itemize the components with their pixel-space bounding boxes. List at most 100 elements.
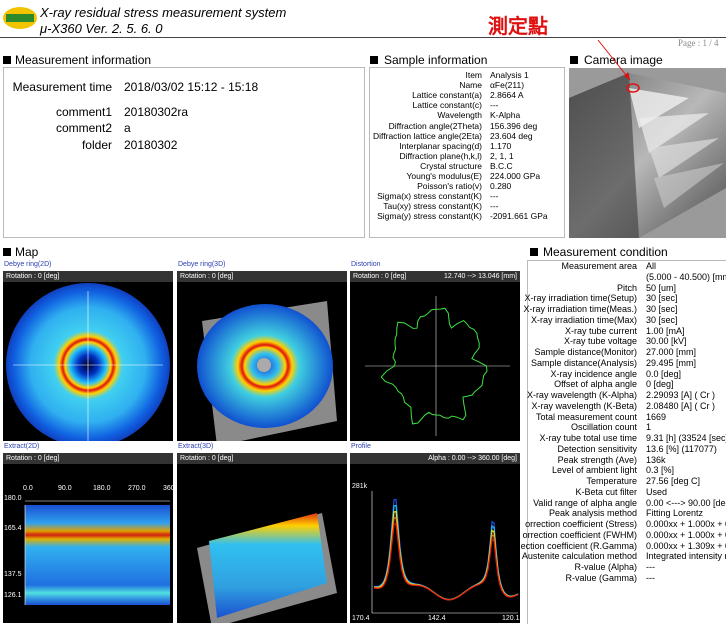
sample-value: 156.396 deg	[490, 120, 538, 131]
info-value: 2018/03/02 15:12 - 15:18	[124, 80, 259, 94]
sample-label: Diffraction plane(h,k,l)	[399, 150, 482, 161]
logo-band	[6, 14, 34, 22]
sample-label: Wavelength	[437, 110, 482, 121]
section-bullet	[3, 56, 11, 64]
sample-info-box	[369, 67, 565, 238]
axis-label: 170.4	[352, 615, 370, 622]
condition-label: X-ray tube voltage	[563, 336, 637, 347]
section-title: Map	[15, 245, 39, 259]
section-bullet	[3, 248, 11, 256]
condition-value: 27.56 [deg C]	[646, 476, 701, 486]
section-bullet	[370, 56, 378, 64]
sample-value: 2, 1, 1	[490, 150, 514, 161]
sample-label: Tau(xy) stress constant(K)	[383, 201, 482, 212]
panel-range: Alpha : 0.00 --> 360.00 [deg]	[428, 455, 517, 462]
panel-art	[373, 522, 519, 601]
condition-value: 30 [sec]	[646, 293, 678, 304]
condition-value: 1	[646, 422, 652, 433]
condition-value: 1669	[646, 411, 667, 422]
condition-value: ---	[646, 562, 655, 572]
condition-label: K-Beta cut filter	[575, 486, 637, 497]
section-title: Camera image	[584, 53, 663, 67]
section-bullet	[530, 248, 538, 256]
condition-value: Used	[646, 486, 668, 497]
section-title: Sample information	[384, 53, 488, 67]
panel-art	[350, 271, 520, 282]
info-label: comment2	[55, 121, 112, 135]
measurement-info-box	[3, 67, 365, 238]
sample-label: Sigma(y) stress constant(K)	[377, 211, 482, 222]
condition-label: Sample distance(Monitor)	[534, 347, 637, 357]
axis-label: 142.4	[428, 615, 446, 622]
condition-value: ---	[646, 572, 655, 583]
sample-label: Interplanar spacing(d)	[399, 140, 482, 151]
annotation: 測定點	[488, 16, 548, 38]
condition-value: 0.000xx + 1.309x + 0	[646, 540, 726, 551]
condition-value: 30 [sec]	[646, 314, 678, 325]
condition-label: Temperature	[586, 476, 637, 486]
section-title: Measurement condition	[543, 245, 668, 259]
condition-label: X-ray tube total use time	[539, 433, 637, 443]
sample-label: Item	[465, 70, 482, 80]
condition-value: 2.08480 [A] ( Cr )	[646, 400, 716, 411]
panel-art	[257, 358, 271, 372]
condition-value: 136k	[646, 454, 666, 465]
condition-label: Oscillation count	[570, 422, 637, 433]
sample-label: Sigma(x) stress constant(K)	[377, 191, 482, 202]
header-title: X-ray residual stress measurement system	[40, 5, 287, 20]
condition-label: Measurement area	[561, 261, 637, 271]
condition-label: X-ray wavelength (K-Alpha)	[526, 390, 637, 400]
page-number: Page : 1 / 4	[678, 38, 719, 48]
panel-caption: Rotation : 0 [deg]	[353, 273, 407, 280]
axis-label: 120.1	[502, 615, 520, 622]
sample-label: Crystal structure	[420, 160, 482, 171]
axis-label: 281k	[352, 483, 368, 490]
panel-title: Debye ring(3D)	[178, 261, 226, 268]
condition-box	[527, 260, 726, 624]
condition-value: 2.29093 [A] ( Cr )	[646, 390, 716, 400]
sample-value: K-Alpha	[490, 110, 521, 121]
sample-value: ---	[490, 100, 499, 111]
sample-value: B.C.C	[490, 160, 513, 171]
axis-label: 126.1	[4, 592, 22, 599]
sample-value: 224.000 GPa	[490, 171, 541, 181]
panel-art	[177, 271, 347, 282]
condition-label: Peak strength (Ave)	[557, 454, 637, 465]
axis-label: 137.5	[4, 571, 22, 578]
sample-value: 1.170	[490, 140, 512, 151]
condition-label: orrection coefficient (FWHM)	[522, 529, 637, 540]
condition-label: Offset of alpha angle	[554, 379, 637, 390]
panel-caption: Rotation : 0 [deg]	[6, 273, 60, 280]
condition-value: 0.00 <---> 90.00 [deg]	[646, 497, 726, 508]
condition-value: 27.000 [mm]	[646, 347, 697, 357]
condition-value: 13.6 [%] (117077)	[646, 443, 717, 454]
panel-caption: Rotation : 0 [deg]	[6, 455, 60, 462]
condition-label: ection coefficient (R.Gamma)	[520, 540, 637, 551]
condition-label: Valid range of alpha angle	[533, 497, 637, 508]
condition-value: 50 [um]	[646, 282, 677, 293]
condition-value: 0.0 [deg]	[646, 368, 682, 379]
panel-art	[209, 513, 327, 618]
condition-label: X-ray wavelength (K-Beta)	[531, 400, 637, 411]
panel-caption: Rotation : 0 [deg]	[180, 455, 234, 462]
sample-label: Poisson's ratio(v)	[417, 181, 482, 192]
axis-label: 0.0	[23, 485, 33, 492]
sample-value: ---	[490, 201, 499, 212]
condition-label: Sample distance(Analysis)	[530, 357, 637, 368]
panel-art	[177, 453, 347, 464]
condition-label: X-ray irradiation time(Setup)	[524, 293, 637, 304]
panel-range: 12.740 --> 13.046 [mm]	[444, 273, 517, 280]
panel-image	[350, 453, 520, 623]
info-value: 20180302ra	[124, 105, 189, 119]
axis-label: 180.0	[4, 495, 22, 502]
sample-value: 23.604 deg	[490, 130, 533, 141]
condition-label: Peak analysis method	[548, 508, 637, 519]
annotation-arrow	[597, 39, 631, 81]
panel-art	[3, 271, 173, 282]
condition-label: R-value (Gamma)	[565, 572, 637, 583]
sample-value: Analysis 1	[490, 70, 529, 80]
condition-value: (5.000 - 40.500) [mm]	[646, 271, 726, 282]
condition-label: orrection coefficient (Stress)	[525, 519, 637, 529]
condition-label: Total measurement count	[535, 411, 637, 422]
